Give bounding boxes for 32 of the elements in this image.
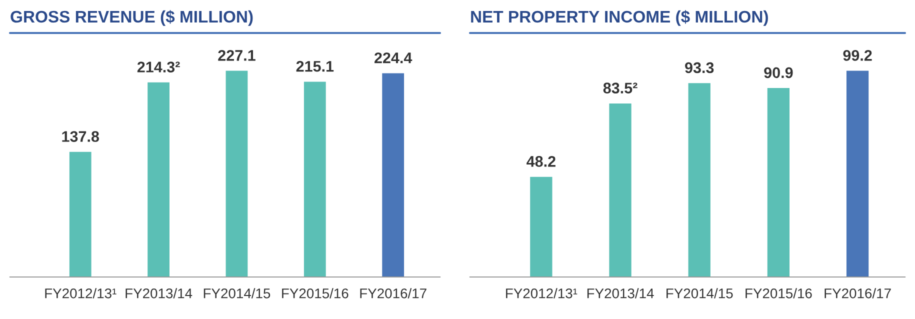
chart-title: NET PROPERTY INCOME ($ MILLION) — [471, 10, 768, 26]
x-tick-label: FY2015/16 — [282, 288, 348, 298]
bar — [846, 70, 869, 277]
bar — [148, 82, 170, 277]
bar — [609, 103, 632, 277]
data-label: 224.4 — [374, 52, 412, 64]
data-label: 48.2 — [526, 156, 556, 167]
bar — [304, 82, 326, 277]
data-label: 83.5² — [603, 82, 638, 94]
x-tick-label: FY2015/16 — [746, 288, 812, 298]
x-tick-label: FY2013/14 — [126, 288, 192, 298]
bar — [767, 88, 790, 277]
x-tick-label: FY2014/15 — [204, 288, 270, 298]
data-label: 93.3 — [685, 62, 714, 74]
bar — [382, 73, 404, 277]
bar — [688, 83, 710, 277]
x-tick-label: FY2013/14 — [587, 288, 654, 298]
data-label: 215.1 — [296, 60, 334, 72]
bar — [530, 176, 552, 277]
x-tick-label: FY2012/13¹ — [45, 288, 116, 298]
x-tick-label: FY2016/17 — [824, 288, 891, 298]
data-label: 227.1 — [218, 50, 256, 61]
data-label: 90.9 — [764, 67, 793, 78]
data-label: 137.8 — [62, 131, 100, 142]
bar — [226, 70, 248, 277]
bar — [69, 152, 92, 277]
x-tick-label: FY2012/13¹ — [506, 288, 578, 298]
x-tick-label: FY2016/17 — [360, 288, 426, 298]
chart-title: GROSS REVENUE ($ MILLION) — [10, 10, 253, 26]
x-tick-label: FY2014/15 — [666, 288, 733, 298]
data-label: 214.3² — [137, 62, 180, 72]
data-label: 99.2 — [843, 50, 872, 61]
